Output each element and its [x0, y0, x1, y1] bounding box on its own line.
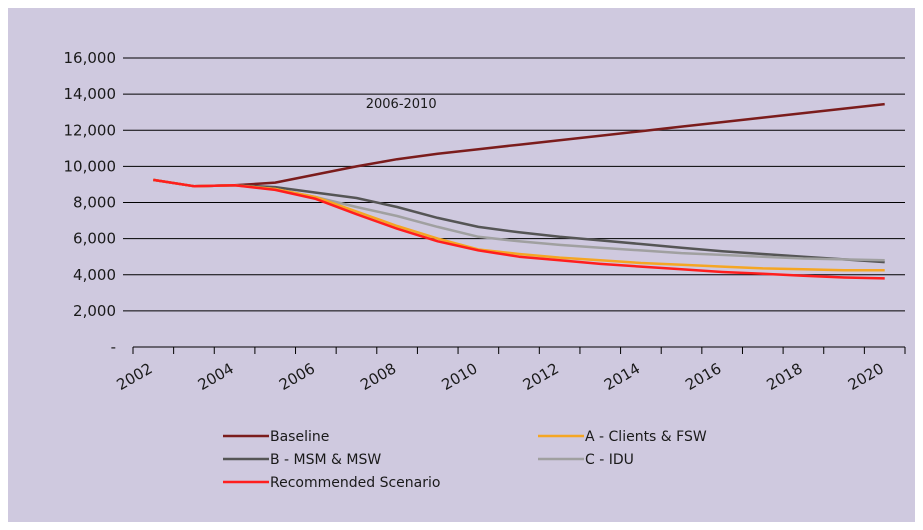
series-line — [153, 178, 885, 262]
y-tick-label: 10,000 — [64, 157, 117, 175]
grid-lines — [123, 57, 905, 312]
y-tick-label: - — [111, 338, 116, 356]
x-tick-label: 2010 — [439, 359, 481, 394]
y-tick-label: 16,000 — [64, 49, 117, 67]
line-chart: - 2,000 4,000 6,000 8,000 10,000 12,000 14,000 1… — [64, 49, 906, 491]
series-line — [153, 102, 885, 188]
x-tick-label: 2018 — [764, 359, 806, 394]
x-tick-label: 2002 — [113, 359, 155, 394]
y-tick-labels: - 2,000 4,000 6,000 8,000 10,000 12,000 14,000 1… — [64, 49, 117, 356]
legend-entry: B - MSM & MSW — [270, 452, 381, 468]
y-tick-label: 8,000 — [73, 194, 116, 212]
chart-panel: - 2,000 4,000 6,000 8,000 10,000 12,000 14,000 1… — [8, 8, 915, 522]
x-axis: 2002 2004 2006 2008 2010 2012 2014 2016 2018 2020 — [113, 346, 906, 394]
x-tick-label: 2008 — [357, 359, 399, 394]
y-tick-label: 12,000 — [64, 121, 117, 139]
series-line — [153, 178, 885, 264]
legend: Baseline A - Clients & FSW B - MSM & MSW C … — [223, 429, 707, 491]
x-tick-label: 2006 — [276, 359, 318, 394]
x-tick-label: 2012 — [520, 359, 562, 394]
x-tick-label: 2020 — [845, 359, 887, 394]
y-tick-label: 2,000 — [73, 302, 116, 320]
x-tick-label: 2004 — [195, 359, 237, 394]
legend-entry: C - IDU — [585, 452, 634, 468]
legend-entry: Baseline — [270, 429, 329, 445]
legend-entry: Recommended Scenario — [270, 475, 440, 491]
series-lines — [153, 102, 885, 280]
x-tick-label: 2016 — [682, 359, 724, 394]
legend-entry: A - Clients & FSW — [585, 429, 707, 445]
annotation-label: 2006-2010 — [366, 97, 437, 112]
y-tick-label: 14,000 — [64, 85, 117, 103]
x-tick-label: 2014 — [601, 359, 643, 394]
y-tick-label: 4,000 — [73, 266, 116, 284]
y-tick-label: 6,000 — [73, 230, 116, 248]
series-line — [153, 178, 885, 280]
